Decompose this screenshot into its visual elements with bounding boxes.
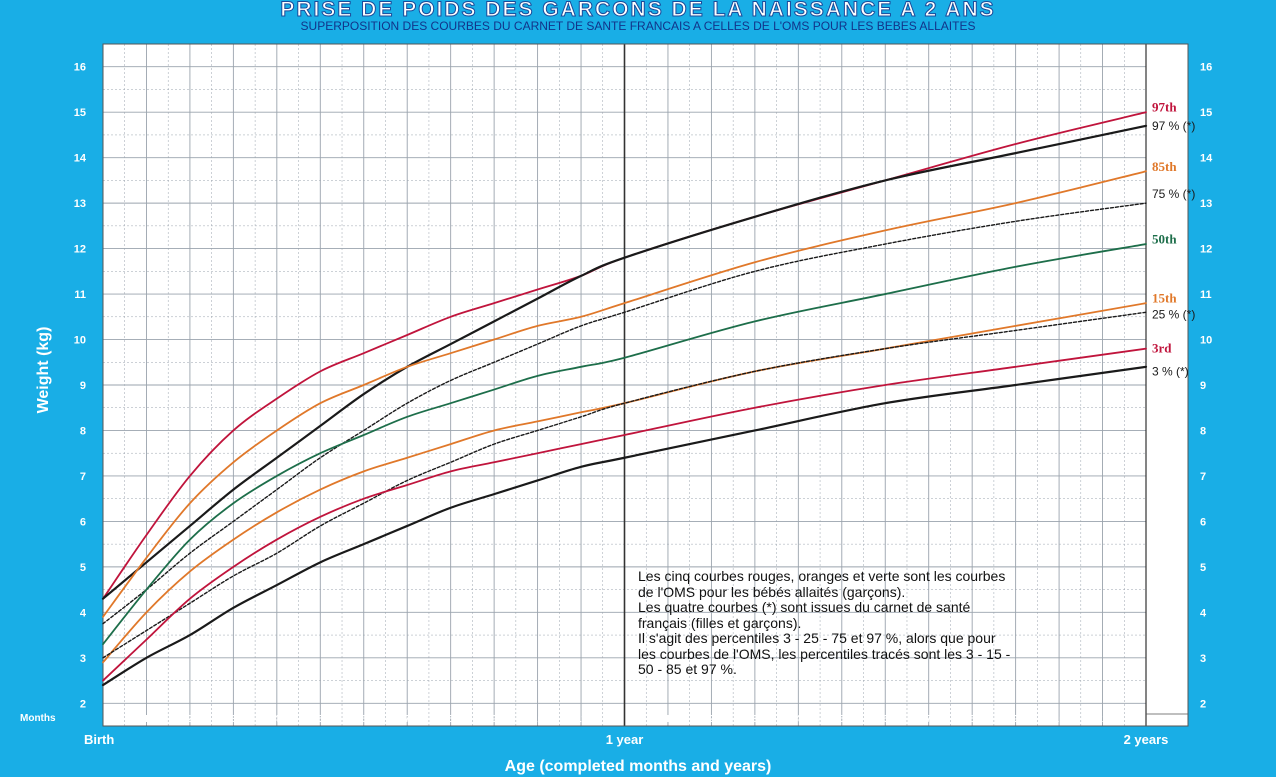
y-tick-label-right: 6 [1200,516,1206,528]
series-line [101,124,1148,600]
x-tick-label: 1 [144,714,150,725]
y-tick-label-left: 10 [74,335,86,347]
series-label: 3rd [1152,341,1172,356]
x-tick-label: 2 years [1124,732,1169,747]
series-line [102,311,1147,659]
x-tick-label: 7 [404,714,410,725]
x-tick-label: 2 [187,714,193,725]
y-tick-label-right: 11 [1200,289,1212,301]
y-tick-label-left: 6 [80,516,86,528]
note-line: les courbes de l'OMS, les percentiles tr… [638,645,1011,662]
y-tick-label-right: 9 [1200,380,1206,392]
series-label: 97 % (*) [1152,119,1195,133]
series-line [102,243,1147,646]
y-tick-label-left: 9 [80,380,86,392]
y-tick-label-left: 2 [80,698,86,710]
y-tick-label-left: 15 [74,107,86,119]
x-tick-label: 11 [576,714,587,725]
y-tick-label-right: 12 [1200,244,1212,256]
note-line: Les cinq courbes rouges, oranges et vert… [638,568,1006,584]
y-tick-label-right: 7 [1200,471,1206,483]
note-line: Il s'agit des percentiles 3 - 25 - 75 et… [638,630,996,646]
note-line: français (filles et garçons). [638,614,802,631]
x-tick-label: 11 [1097,714,1108,725]
x-tick-label: 4 [274,714,280,725]
chart-title: PRISE DE POIDS DES GARCONS DE LA NAISSAN… [280,0,996,22]
x-tick-label: 2 [709,714,715,725]
x-tick-label: 6 [361,714,367,725]
x-tick-label: 10 [1054,714,1066,725]
y-tick-label-right: 10 [1200,335,1212,347]
series-label: 85th [1152,159,1177,174]
y-tick-label-left: 8 [80,425,86,437]
y-tick-label-left: 5 [80,562,86,574]
y-tick-label-right: 3 [1200,653,1206,665]
y-tick-label-right: 13 [1200,198,1212,210]
y-tick-label-left: 11 [74,289,86,301]
y-tick-label-right: 4 [1200,607,1207,619]
x-tick-label: 6 [882,714,888,725]
x-tick-label: 7 [926,714,932,725]
chart-subtitle: SUPERPOSITION DES COURBES DU CARNET DE S… [300,19,976,33]
y-tick-label-left: 4 [80,607,87,619]
x-tick-label: 1 year [606,732,644,747]
x-tick-label: 5 [839,714,845,725]
series-label: 15th [1152,291,1177,306]
x-tick-label: 9 [491,714,497,725]
series-line [102,347,1147,682]
series-label: 25 % (*) [1152,308,1195,322]
y-tick-label-left: 3 [80,653,86,665]
series-line [101,365,1148,687]
series-label: 50th [1152,232,1177,247]
x-tick-label: 1 [665,714,671,725]
x-axis-label: Age (completed months and years) [505,758,772,775]
series-label: 97th [1152,100,1177,115]
y-tick-label-right: 8 [1200,425,1206,437]
x-tick-label: 3 [231,714,237,725]
x-tick-label: 5 [318,714,324,725]
x-axis-tag: Months [20,713,56,724]
y-axis-label: Weight (kg) [35,327,52,414]
series-line [102,302,1147,664]
y-tick-label-left: 7 [80,471,86,483]
x-tick-label: 9 [1013,714,1019,725]
y-tick-label-left: 16 [74,62,86,74]
series-line [102,170,1147,618]
y-tick-label-left: 13 [74,198,86,210]
y-tick-label-left: 12 [74,244,86,256]
x-tick-label: 8 [448,714,454,725]
x-tick-label: 10 [532,714,544,725]
note-line: 50 - 85 et 97 %. [638,661,737,677]
y-tick-label-right: 5 [1200,562,1206,574]
x-tick-label: Birth [84,732,114,747]
note-line: Les quatre courbes (*) sont issues du ca… [638,599,971,615]
y-tick-label-right: 14 [1200,153,1213,165]
legend-note: Les cinq courbes rouges, oranges et vert… [638,568,1128,678]
y-tick-label-left: 14 [74,153,87,165]
plot-border [102,43,1189,727]
x-tick-label: 8 [969,714,975,725]
x-tick-label: 3 [752,714,758,725]
y-tick-label-right: 2 [1200,698,1206,710]
y-tick-label-right: 16 [1200,62,1212,74]
series-label: 3 % (*) [1152,364,1189,378]
series-line [102,202,1147,625]
x-tick-label: 4 [796,714,802,725]
y-tick-label-right: 15 [1200,107,1212,119]
series-label: 75 % (*) [1152,187,1195,201]
note-line: de l'OMS pour les bébés allaités (garçon… [638,583,906,600]
